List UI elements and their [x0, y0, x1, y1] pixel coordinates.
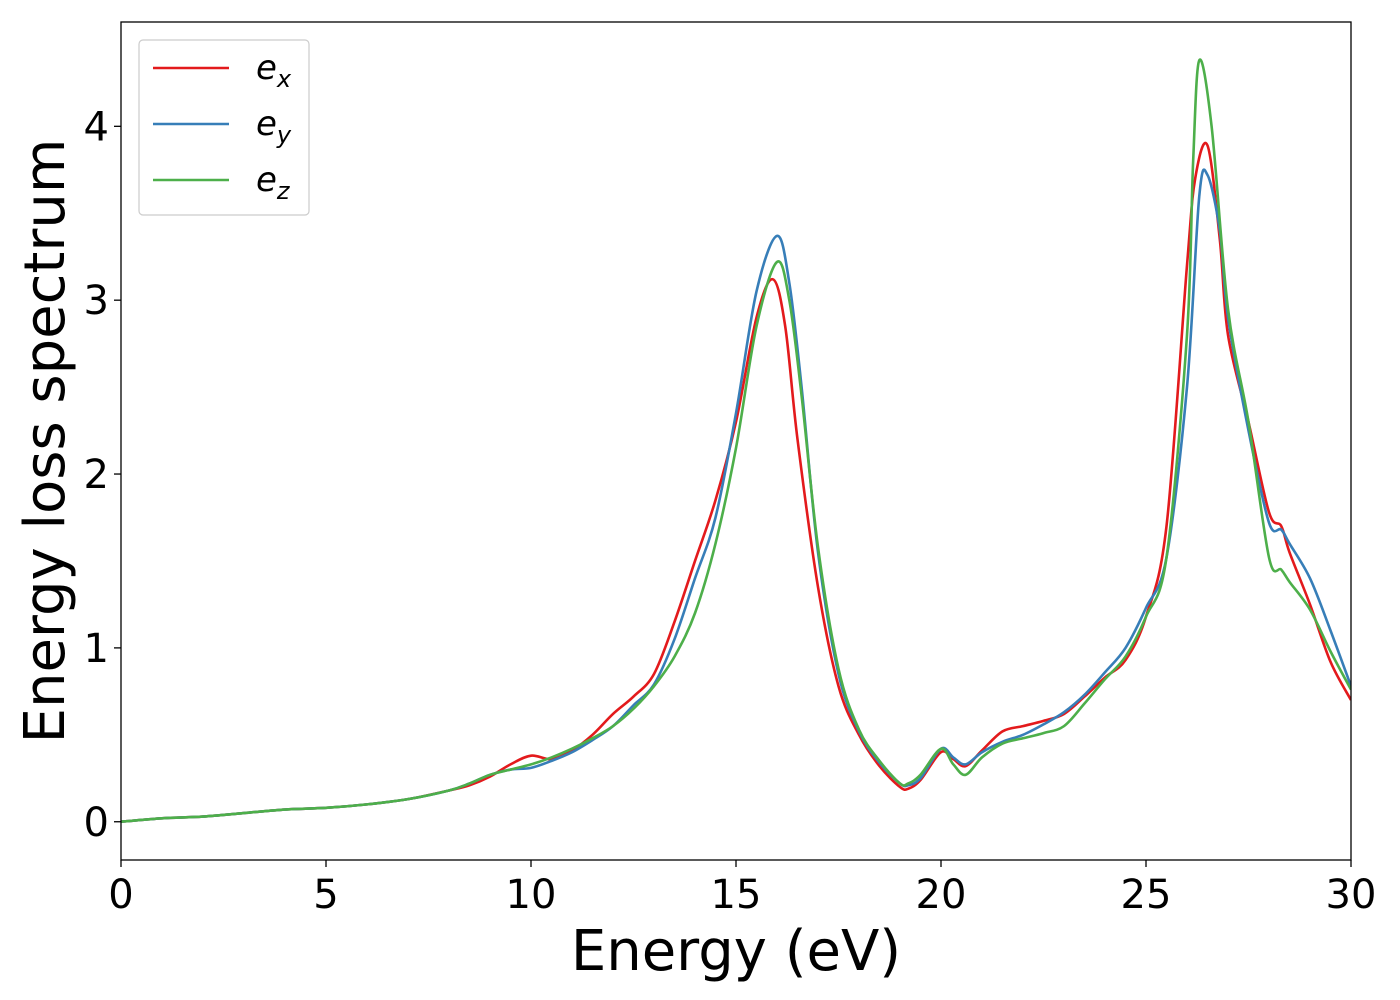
y-tick-label: 3 [84, 278, 109, 324]
x-tick-label: 10 [506, 872, 557, 918]
y-tick-label: 2 [84, 452, 109, 498]
legend: ex ey ez [138, 39, 310, 216]
axis-ticks: 0 5 10 15 20 25 30 0 1 2 3 4 [84, 104, 1377, 918]
series-line-x [121, 141, 1351, 824]
x-tick-label: 5 [313, 872, 338, 918]
x-tick-label: 30 [1326, 872, 1377, 918]
series-layer [121, 58, 1351, 824]
legend-label-z: ez [256, 160, 291, 205]
x-tick-label: 0 [108, 872, 133, 918]
legend-box [138, 39, 310, 216]
legend-label-x: ex [256, 48, 292, 93]
x-axis-title: Energy (eV) [571, 919, 901, 984]
legend-label-y: ey [256, 104, 292, 149]
y-tick-label: 0 [84, 800, 109, 846]
x-tick-label: 20 [916, 872, 967, 918]
y-tick-label: 1 [84, 626, 109, 672]
series-line-z [121, 58, 1351, 824]
series-line-y [121, 168, 1351, 824]
y-tick-label: 4 [84, 104, 109, 150]
y-axis-title: Energy loss spectrum [13, 139, 78, 744]
x-tick-label: 15 [711, 872, 762, 918]
x-tick-label: 25 [1121, 872, 1172, 918]
